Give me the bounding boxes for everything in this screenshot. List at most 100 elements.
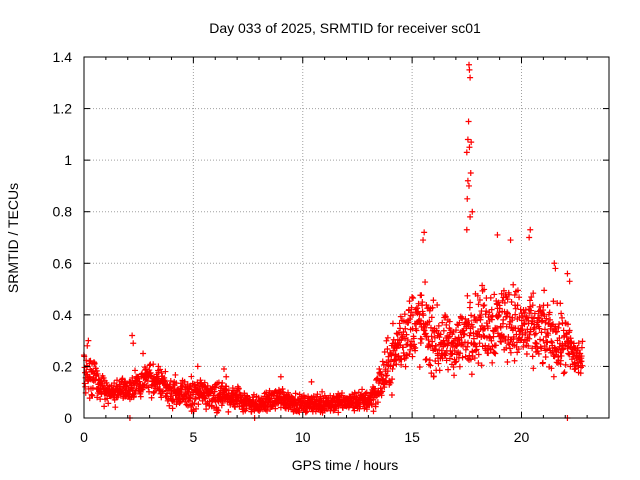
data-point xyxy=(512,305,519,312)
data-point xyxy=(387,379,394,386)
data-point xyxy=(531,324,538,331)
data-point xyxy=(407,342,414,349)
data-point xyxy=(535,350,542,357)
data-point xyxy=(359,386,366,393)
data-point xyxy=(362,390,369,397)
data-point xyxy=(562,361,569,368)
data-point xyxy=(464,292,471,299)
data-point xyxy=(389,365,396,372)
data-point xyxy=(467,299,474,306)
data-point xyxy=(565,350,572,357)
data-point xyxy=(428,370,435,377)
y-tick-label: 0 xyxy=(64,410,72,426)
data-point xyxy=(467,74,474,81)
data-point xyxy=(167,385,174,392)
data-point xyxy=(500,316,507,323)
data-point xyxy=(556,335,563,342)
data-point xyxy=(398,356,405,363)
data-point xyxy=(357,403,364,410)
data-point xyxy=(462,346,469,353)
data-point xyxy=(410,335,417,342)
data-point xyxy=(446,355,453,362)
data-point xyxy=(520,339,527,346)
data-point xyxy=(458,334,465,341)
data-point xyxy=(538,345,545,352)
data-point xyxy=(86,373,93,380)
data-point xyxy=(542,354,549,361)
data-point xyxy=(84,342,91,349)
data-point xyxy=(521,310,528,317)
data-point xyxy=(538,318,545,325)
data-point xyxy=(398,361,405,368)
data-point xyxy=(559,314,566,321)
y-tick-labels: 0 0.2 0.4 0.6 0.8 1 1.2 1.4 xyxy=(53,49,73,426)
data-point xyxy=(491,291,498,298)
data-point xyxy=(529,302,536,309)
data-point xyxy=(545,332,552,339)
data-point xyxy=(402,325,409,332)
data-point xyxy=(416,363,423,370)
data-point xyxy=(504,296,511,303)
data-point xyxy=(553,328,560,335)
data-point xyxy=(167,377,174,384)
y-tick-label: 0.4 xyxy=(53,307,73,323)
data-point xyxy=(400,328,407,335)
data-point xyxy=(557,300,564,307)
data-point xyxy=(458,339,465,346)
data-point xyxy=(98,391,105,398)
data-point xyxy=(150,361,157,368)
y-tick-label: 0.6 xyxy=(53,255,73,271)
data-point xyxy=(158,370,165,377)
data-point xyxy=(463,226,470,233)
data-point xyxy=(427,362,434,369)
data-point xyxy=(511,357,518,364)
data-point xyxy=(476,296,483,303)
data-point xyxy=(445,366,452,373)
data-point xyxy=(556,321,563,328)
data-point xyxy=(466,144,473,151)
data-point xyxy=(575,340,582,347)
data-point xyxy=(459,354,466,361)
data-point xyxy=(526,331,533,338)
y-tick-label: 0.2 xyxy=(53,358,73,374)
data-point xyxy=(400,344,407,351)
data-point xyxy=(456,319,463,326)
data-point xyxy=(428,333,435,340)
data-point xyxy=(564,321,571,328)
data-point xyxy=(578,358,585,365)
data-point xyxy=(439,319,446,326)
data-point xyxy=(132,389,139,396)
data-point xyxy=(550,373,557,380)
data-point xyxy=(405,319,412,326)
data-point xyxy=(548,365,555,372)
data-point xyxy=(495,299,502,306)
data-point xyxy=(464,177,471,184)
data-point xyxy=(162,368,169,375)
data-point xyxy=(389,376,396,383)
data-point xyxy=(404,337,411,344)
data-point xyxy=(302,409,309,416)
data-point xyxy=(420,312,427,319)
data-point xyxy=(430,297,437,304)
data-point xyxy=(91,360,98,367)
data-point xyxy=(435,322,442,329)
y-tick-label: 1.4 xyxy=(53,49,73,65)
data-point xyxy=(406,298,413,305)
data-point xyxy=(355,389,362,396)
data-point xyxy=(560,370,567,377)
data-point xyxy=(497,324,504,331)
data-point xyxy=(473,346,480,353)
data-point xyxy=(448,351,455,358)
data-point xyxy=(475,301,482,308)
grid-layer xyxy=(84,57,609,418)
data-point xyxy=(94,370,101,377)
data-point xyxy=(526,234,533,241)
data-point xyxy=(451,372,458,379)
data-point xyxy=(457,350,464,357)
data-point xyxy=(574,360,581,367)
data-point xyxy=(103,379,110,386)
data-point xyxy=(158,394,165,401)
data-point xyxy=(467,213,474,220)
x-axis-label: GPS time / hours xyxy=(292,457,399,473)
